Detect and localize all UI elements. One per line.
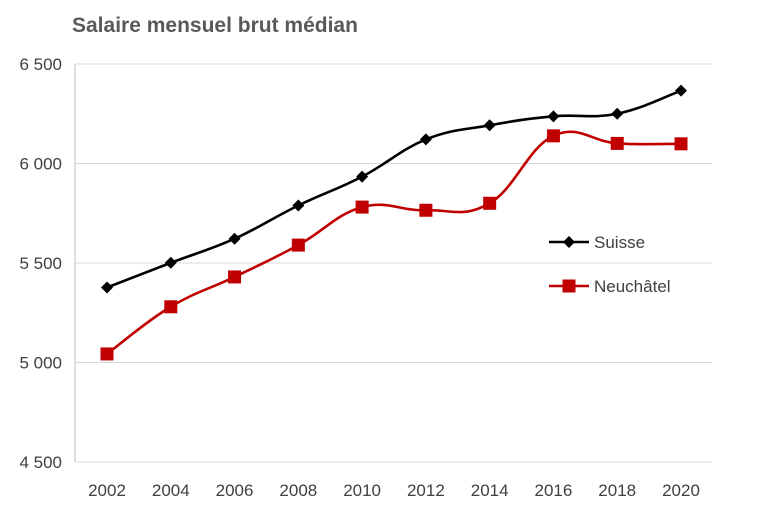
data-point (483, 119, 496, 132)
data-point (483, 196, 497, 210)
data-point (547, 110, 560, 123)
series-line (106, 130, 682, 355)
y-tick-label: 4 500 (19, 453, 62, 472)
data-point (675, 84, 687, 97)
data-point (164, 256, 177, 269)
data-point (546, 129, 560, 143)
data-point (419, 133, 432, 146)
data-point (291, 238, 305, 252)
x-tick-label: 2006 (216, 481, 254, 500)
legend-swatch-marker (562, 279, 576, 293)
x-tick-label: 2016 (535, 481, 573, 500)
data-point (228, 270, 242, 284)
legend: Suisse Neuchâtel (549, 233, 671, 296)
x-tick-label: 2002 (88, 481, 126, 500)
series-neuchtel (100, 129, 688, 361)
data-point (356, 170, 369, 183)
x-tick-label: 2012 (407, 481, 445, 500)
series-line (106, 89, 682, 289)
legend-entry: Suisse (549, 233, 645, 252)
x-tick-label: 2018 (598, 481, 636, 500)
gridlines (75, 63, 712, 463)
y-tick-label: 5 500 (19, 254, 62, 273)
y-tick-label: 6 500 (19, 55, 62, 74)
legend-label: Suisse (594, 233, 645, 252)
y-tick-label: 5 000 (19, 354, 62, 373)
x-tick-label: 2008 (279, 481, 317, 500)
data-point (100, 347, 114, 361)
data-point (292, 199, 305, 212)
x-tick-label: 2014 (471, 481, 509, 500)
data-point (101, 281, 113, 294)
legend-label: Neuchâtel (594, 277, 671, 296)
axes: 4 500 5 000 5 500 6 000 6 500 2002 2004 2006 200… (19, 55, 699, 500)
y-tick-label: 6 000 (19, 155, 62, 174)
series-suisse (101, 84, 687, 294)
x-tick-label: 2010 (343, 481, 381, 500)
x-tick-label: 2004 (152, 481, 190, 500)
chart-title: Salaire mensuel brut médian (72, 14, 358, 37)
data-point (228, 232, 241, 245)
data-point (611, 107, 624, 120)
x-tick-label: 2020 (662, 481, 700, 500)
data-point (419, 203, 433, 217)
legend-entry: Neuchâtel (549, 277, 671, 296)
data-point (164, 300, 178, 314)
series (100, 84, 688, 361)
data-point (674, 137, 688, 151)
data-point (355, 200, 369, 214)
data-point (610, 136, 624, 150)
legend-swatch-marker (563, 236, 575, 248)
